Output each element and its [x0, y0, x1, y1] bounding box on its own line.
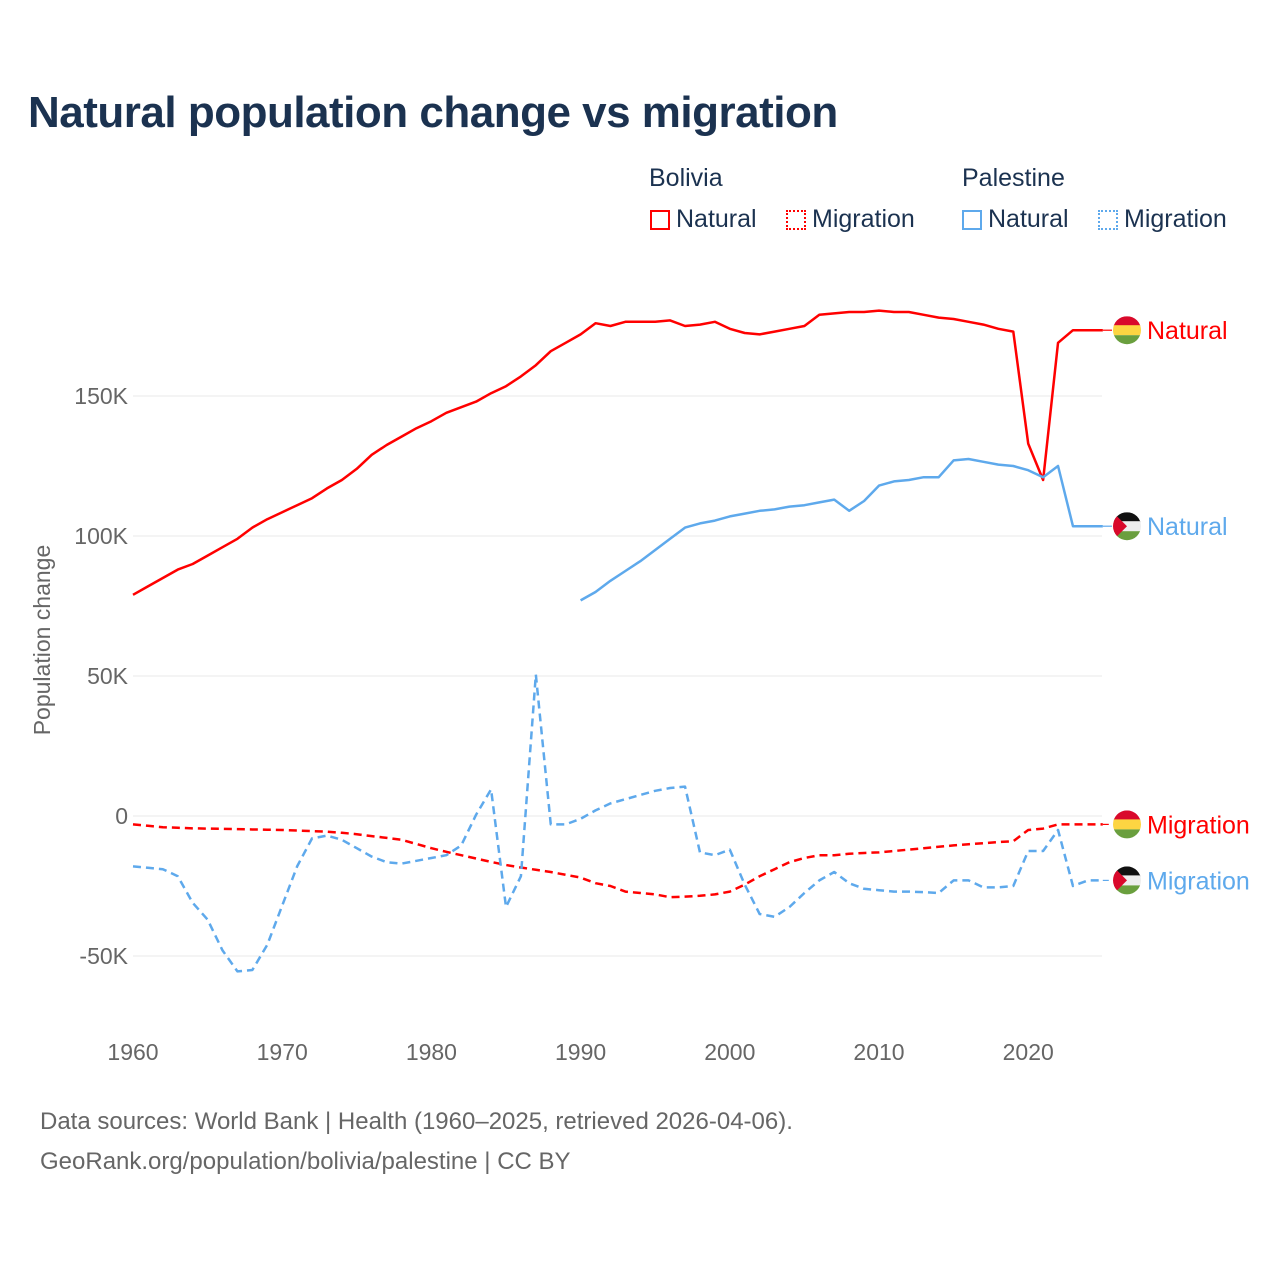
- series-line-palestine-natural: [579, 457, 1103, 602]
- y-tick-label: -50K: [79, 943, 128, 969]
- legend-label: Natural: [988, 205, 1069, 233]
- bolivia-flag-icon: [1113, 810, 1141, 839]
- legend-label: Migration: [1124, 205, 1227, 233]
- end-label: Natural: [1147, 317, 1228, 345]
- footer-sources: Data sources: World Bank | Health (1960–…: [40, 1108, 793, 1135]
- legend-swatch: [1098, 209, 1118, 230]
- y-tick-label: 100K: [74, 523, 128, 549]
- x-tick-label: 2020: [1003, 1039, 1054, 1065]
- series-line-bolivia-natural: [132, 309, 1103, 596]
- legend-swatch: [786, 209, 806, 230]
- legend-bolivia-migration[interactable]: Migration: [786, 205, 915, 234]
- y-axis-label: Population change: [29, 545, 55, 736]
- x-tick-label: 1990: [555, 1039, 606, 1065]
- legend-palestine-migration[interactable]: Migration: [1098, 205, 1227, 234]
- x-tick-label: 2000: [704, 1039, 755, 1065]
- x-tick-label: 2010: [853, 1039, 904, 1065]
- legend-group-palestine: Palestine: [962, 164, 1065, 192]
- x-tick-label: 1970: [257, 1039, 308, 1065]
- legend-bolivia-natural[interactable]: Natural: [650, 205, 757, 234]
- legend-group-bolivia: Bolivia: [649, 164, 723, 192]
- y-tick-label: 0: [115, 803, 128, 829]
- legend-label: Migration: [812, 205, 915, 233]
- end-label: Natural: [1147, 513, 1228, 541]
- end-label: Migration: [1147, 811, 1250, 839]
- footer-attribution: GeoRank.org/population/bolivia/palestine…: [40, 1148, 571, 1175]
- y-tick-label: 50K: [87, 663, 129, 689]
- legend-palestine-natural[interactable]: Natural: [962, 205, 1069, 234]
- x-tick-label: 1980: [406, 1039, 457, 1065]
- series-line-palestine-migration: [132, 673, 1103, 973]
- palestine-flag-icon: [1113, 866, 1141, 895]
- end-label: Migration: [1147, 867, 1250, 895]
- legend-swatch: [962, 209, 982, 230]
- legend-swatch: [650, 209, 670, 230]
- x-tick-label: 1960: [107, 1039, 158, 1065]
- y-tick-label: 150K: [74, 383, 128, 409]
- bolivia-flag-icon: [1113, 316, 1141, 345]
- palestine-flag-icon: [1113, 512, 1141, 541]
- chart-title: Natural population change vs migration: [28, 88, 838, 137]
- series-line-bolivia-migration: [132, 823, 1103, 899]
- legend-label: Natural: [676, 205, 757, 233]
